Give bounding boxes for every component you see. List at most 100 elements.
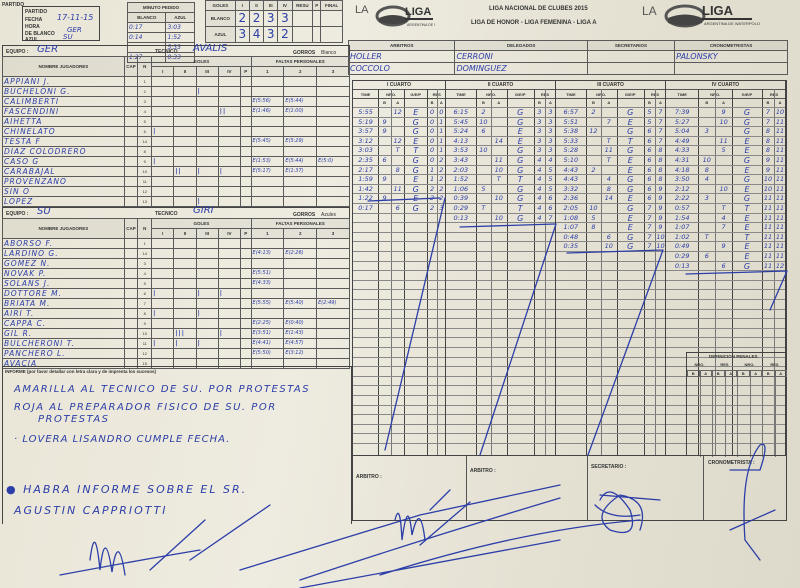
a-col-header: A [722,100,726,105]
event-res-b: 7 [647,223,652,232]
event-gep: T [517,204,523,213]
event-time: 7:39 [674,108,690,116]
event-res-b: 4 [537,175,542,184]
event-nro-a: T [606,156,611,164]
goles-quarter-cell [320,26,343,43]
de-blanco-label: DE BLANCO [25,31,55,37]
event-res-b: 0 [429,146,435,155]
event-time: 5:33 [563,136,579,145]
event-res-a: 2 [439,156,444,164]
svg-text:ARGENTINA DE WATERPOLO: ARGENTINA DE WATERPOLO [704,21,760,26]
time-col-header: TIME [566,92,576,97]
player-cap [123,358,139,369]
event-res-b: 3 [537,117,542,126]
event-gep: G [517,194,524,204]
event-gep: E [517,127,523,137]
event-nro-a: 11 [604,146,613,155]
event-nro-b: 6 [481,127,486,136]
event-res-a: 7 [548,213,553,222]
event-res-a: 1 [439,136,444,145]
quarter-4-block: IV CUARTOTIMENro.G/E/PRESBABA7:399G7105:… [666,81,786,455]
b-col-header: B [383,100,387,105]
penales-col-header: RES [720,362,729,367]
event-time: 1:07 [674,223,690,232]
event-res-a: 8 [658,175,663,184]
event-time: 4:13 [453,136,469,145]
event-res-b: 4 [537,184,542,193]
event-res-b: 6 [647,184,652,193]
event-gep: G [627,242,634,252]
event-gep: G [412,127,419,137]
event-gep: E [627,156,633,165]
event-gep: T [517,175,523,185]
penales-sub-header: B [712,370,725,377]
event-res-a: 1 [439,117,444,126]
event-nro-b: 4 [704,175,709,184]
event-nro-a: 10 [719,117,728,126]
event-time: 4:43 [563,165,579,174]
fecha-value: 17-11-15 [57,13,94,22]
a-col-header: A [497,100,501,105]
event-res-b: 0 [429,127,435,136]
event-res-b: 7 [647,242,652,251]
player-row: DOTTORE M. 6 | | | [2,288,350,299]
event-res-b: 11 [763,223,773,232]
event-res-b: 5 [647,117,652,126]
event-nro-a: 6 [606,232,611,241]
event-nro-b: 2 [591,108,596,116]
event-time: 0:17 [358,204,373,212]
event-res-a: 6 [548,204,553,212]
event-nro-a: 4 [721,213,726,222]
event-gep: E [627,223,633,233]
event-res-b: 7 [765,117,771,126]
event-time: 0:29 [674,252,690,260]
event-time: 5:04 [674,127,690,136]
event-time: 6:57 [563,108,579,116]
event-gep: G [627,108,634,117]
quarter-title: III CUARTO [597,82,624,88]
event-res-a: 9 [658,223,663,232]
event-res-b: 7 [647,232,652,241]
event-res-b: 4 [537,204,542,212]
event-res-b: 6 [647,136,652,145]
event-res-a: 8 [658,146,663,155]
player-goals [151,358,175,369]
event-nro-b: 8 [704,165,709,174]
event-gep: T [744,232,750,242]
informe-line-5: ● HABRA INFORME SOBRE EL SR. [6,483,248,496]
liga-logo-left: LA LIGA ARGENTINA DE WATERPOLO [355,4,435,27]
event-nro-a: 11 [494,156,503,164]
b-col-header: B [648,100,651,105]
equipo-name: SU [37,206,51,217]
player-goals [217,358,241,369]
event-res-b: 10 [763,175,773,184]
event-gep: G [517,108,524,117]
event-gep: G [743,127,751,137]
event-res-a: 5 [548,175,553,184]
fecha-label: FECHA [25,17,43,23]
event-gep: G [517,165,524,175]
player-row: LOPEZ 13 | [2,196,350,207]
event-res-a: 2 [439,165,444,174]
event-nro-b: 9 [382,127,387,136]
q4-closing-stroke [685,270,788,311]
event-time: 0:49 [674,242,690,251]
event-time: 3:50 [674,175,690,184]
svg-text:LIGA: LIGA [405,6,431,18]
event-nro-b: 5 [591,213,596,222]
event-gep: G [517,184,524,194]
event-res-a: 2 [439,175,444,184]
event-gep: G [517,156,524,165]
player-row: CASO G 9 | E(1:53) E(5:44) E(5:0) [2,156,350,167]
event-gep: E [413,108,419,117]
event-time: 0:13 [674,261,690,270]
event-res-b: 8 [765,127,771,136]
event-time: 4:18 [674,165,690,174]
partido-top-label: PARTIDO [2,2,25,8]
event-res-b: 11 [763,194,773,203]
tecnico-label: TECNICO [155,211,178,217]
event-res-a: 11 [775,156,785,164]
penales-sub-header: B [687,370,700,377]
event-time: 0:48 [563,232,579,241]
